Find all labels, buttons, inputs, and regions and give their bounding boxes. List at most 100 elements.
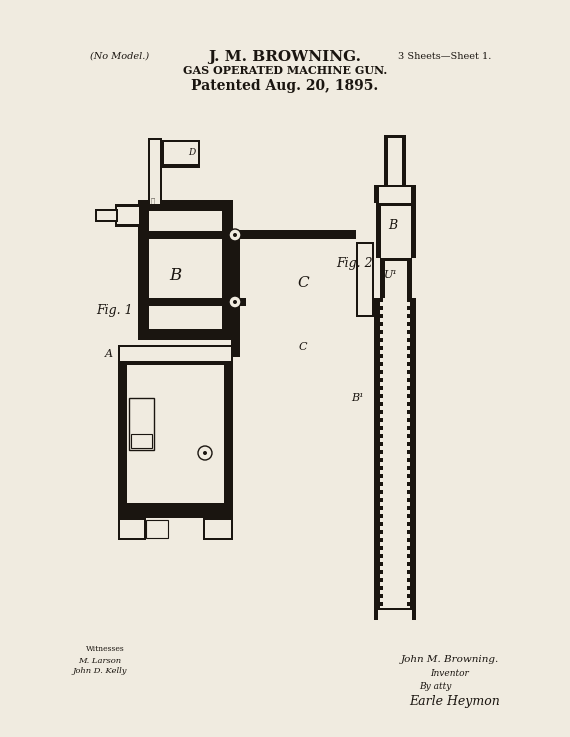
Circle shape [233,233,237,237]
Bar [131,434,152,448]
Bar [407,466,410,470]
Text: John M. Browning.: John M. Browning. [401,655,499,664]
Bar [407,394,410,398]
Bar [380,458,383,462]
Text: John D. Kelly: John D. Kelly [73,667,127,675]
Bar [407,602,410,606]
Bar [380,522,383,526]
Bar [380,530,383,534]
Bar [380,506,383,510]
Bar [149,231,246,239]
Bar [407,330,410,334]
Bar [380,562,383,566]
Text: By atty: By atty [419,682,451,691]
Text: GAS OPERATED MACHINE GUN.: GAS OPERATED MACHINE GUN. [183,65,387,76]
Text: 3 Sheets—Sheet 1.: 3 Sheets—Sheet 1. [398,52,492,61]
Bar [407,370,410,374]
Text: D: D [188,148,196,157]
Bar [120,347,231,361]
Bar [407,498,410,502]
Text: Patented Aug. 20, 1895.: Patented Aug. 20, 1895. [192,79,378,93]
Text: M. Larson: M. Larson [79,657,121,665]
Bar [407,298,410,302]
Text: Inventor: Inventor [430,669,469,678]
Bar [380,474,383,478]
Bar [407,522,410,526]
Bar [380,426,383,430]
Bar [358,244,372,315]
Bar [407,450,410,454]
Bar [380,450,383,454]
Bar [380,346,383,350]
Circle shape [203,451,207,455]
Bar [380,394,383,398]
Bar [378,610,412,620]
Text: C: C [299,342,307,352]
Bar [407,578,410,582]
Bar [149,298,246,306]
Bar [162,140,200,168]
Bar [407,594,410,598]
Bar [407,386,410,390]
Text: B: B [388,218,397,231]
Bar [380,330,383,334]
Bar [407,306,410,310]
Text: Earle Heymon: Earle Heymon [410,695,500,708]
Bar [407,586,410,590]
Bar [407,474,410,478]
Bar [407,458,410,462]
Bar [380,586,383,590]
Bar [374,298,416,608]
Bar [407,570,410,574]
Bar [376,203,416,258]
Bar [115,204,141,227]
Bar [407,346,410,350]
Bar [407,354,410,358]
Bar [407,426,410,430]
Bar [407,530,410,534]
Bar [356,242,374,317]
Bar [380,490,383,494]
Text: B³: B³ [162,368,174,378]
Bar [118,518,146,540]
Bar [385,261,407,298]
Text: U¹: U¹ [384,270,398,280]
Text: Fig. 2: Fig. 2 [337,256,373,270]
Bar [380,258,412,298]
Bar [407,434,410,438]
Bar [407,402,410,406]
Bar [380,298,383,302]
Circle shape [198,446,212,460]
Bar [407,442,410,446]
Bar [380,338,383,342]
Text: Witnesses: Witnesses [86,645,124,653]
Bar [380,578,383,582]
Bar [407,314,410,318]
Bar [97,211,116,220]
Bar [129,398,154,450]
Bar [407,322,410,326]
Bar [127,365,224,518]
Bar [380,378,383,382]
Bar [118,363,233,518]
Bar [117,207,139,224]
Bar [120,520,144,538]
Bar [407,378,410,382]
Bar [407,554,410,558]
Bar [164,142,198,164]
Bar [407,410,410,414]
Bar [388,138,402,185]
Bar [380,554,383,558]
Bar [380,370,383,374]
Bar [231,230,356,357]
Bar [380,362,383,366]
Bar [380,418,383,422]
Circle shape [233,300,237,304]
Bar [150,140,160,204]
Bar [118,503,233,518]
Bar [407,362,410,366]
Text: (No Model.): (No Model.) [91,52,149,61]
Bar [374,608,416,620]
Text: C: C [297,276,309,290]
Bar [380,602,383,606]
